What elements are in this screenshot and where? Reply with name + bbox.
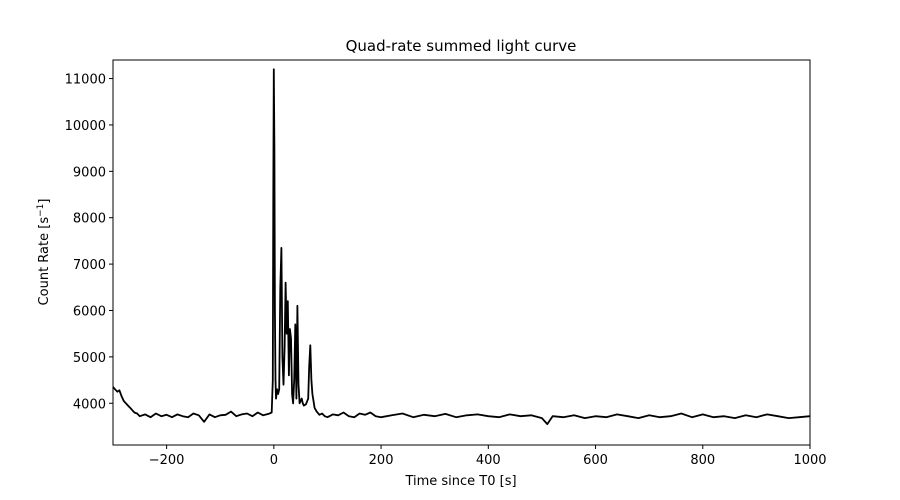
y-axis-label-superscript: −1: [36, 204, 46, 217]
plot-area: [112, 59, 811, 446]
x-tick-label: 0: [270, 453, 278, 468]
y-axis-label-main: Count Rate [s: [37, 217, 52, 306]
chart-title: Quad-rate summed light curve: [346, 37, 577, 55]
x-tick-label: 800: [690, 453, 715, 468]
y-axis-label: Count Rate [s−1]: [36, 199, 52, 306]
y-tick-label: 4000: [73, 397, 106, 412]
y-tick-label: 7000: [73, 258, 106, 273]
y-axis-label-close: ]: [37, 199, 52, 204]
y-axis: 4000 5000 6000 7000 8000 9000 10000 11000: [65, 73, 113, 412]
y-tick-label: 8000: [73, 212, 106, 227]
plot-frame: [112, 59, 811, 446]
light-curve-line: [112, 68, 811, 425]
x-axis: −200 0 200 400 600 800 1000: [149, 445, 827, 468]
x-tick-label: 400: [476, 453, 501, 468]
y-tick-label: 5000: [73, 351, 106, 366]
x-axis-label: Time since T0 [s]: [404, 474, 516, 489]
y-tick-label: 10000: [65, 119, 106, 134]
y-tick-label: 11000: [65, 73, 106, 88]
y-tick-label: 9000: [73, 165, 106, 180]
x-tick-label: 600: [583, 453, 608, 468]
y-tick-label: 6000: [73, 304, 106, 319]
x-tick-label: −200: [149, 453, 185, 468]
x-tick-label: 200: [369, 453, 394, 468]
x-tick-label: 1000: [793, 453, 826, 468]
